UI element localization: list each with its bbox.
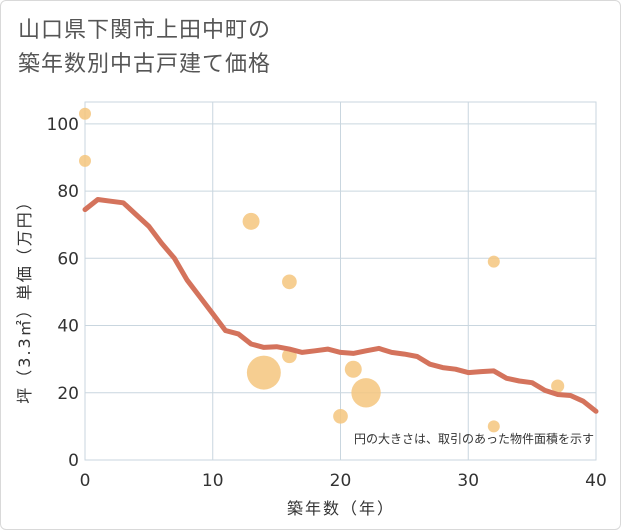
x-tick-label: 40 bbox=[585, 471, 607, 491]
title-line-1: 山口県下関市上田中町の bbox=[18, 18, 272, 43]
x-tick-label: 0 bbox=[80, 471, 91, 491]
y-axis-label: 坪（3.3㎡）単価（万円） bbox=[15, 192, 34, 403]
scatter-point bbox=[79, 154, 91, 167]
bubbles bbox=[79, 107, 565, 433]
y-tick-label: 20 bbox=[57, 384, 79, 404]
scatter-point bbox=[487, 255, 500, 268]
scatter-point bbox=[333, 408, 348, 424]
scatter-point bbox=[282, 274, 297, 290]
x-tick-label: 10 bbox=[202, 471, 224, 491]
scatter-point bbox=[79, 107, 91, 120]
scatter-point bbox=[242, 212, 260, 230]
trend-line-group bbox=[82, 197, 599, 414]
scatter-point bbox=[487, 420, 500, 433]
size-note: 円の大きさは、取引のあった物件面積を示す bbox=[354, 431, 594, 446]
scatter-point bbox=[351, 378, 381, 408]
y-tick-label: 0 bbox=[68, 451, 79, 471]
tick-labels: 0 10 20 30 40 0 20 40 60 80 100 bbox=[47, 115, 607, 491]
scatter-point bbox=[344, 360, 362, 378]
scatter-point bbox=[551, 379, 565, 393]
x-tick-label: 30 bbox=[457, 471, 479, 491]
scatter-point bbox=[246, 355, 281, 390]
trend-line bbox=[82, 197, 599, 414]
y-tick-label: 100 bbox=[47, 115, 79, 135]
title-line-2: 築年数別中古戸建て価格 bbox=[18, 52, 272, 77]
y-tick-label: 80 bbox=[57, 182, 79, 202]
chart-title: 山口県下関市上田中町の 築年数別中古戸建て価格 bbox=[18, 14, 271, 82]
y-tick-label: 60 bbox=[57, 249, 79, 269]
x-tick-label: 20 bbox=[330, 471, 352, 491]
x-axis-label: 築年数（年） bbox=[287, 499, 395, 518]
grid bbox=[85, 102, 596, 460]
y-tick-label: 40 bbox=[57, 317, 79, 337]
